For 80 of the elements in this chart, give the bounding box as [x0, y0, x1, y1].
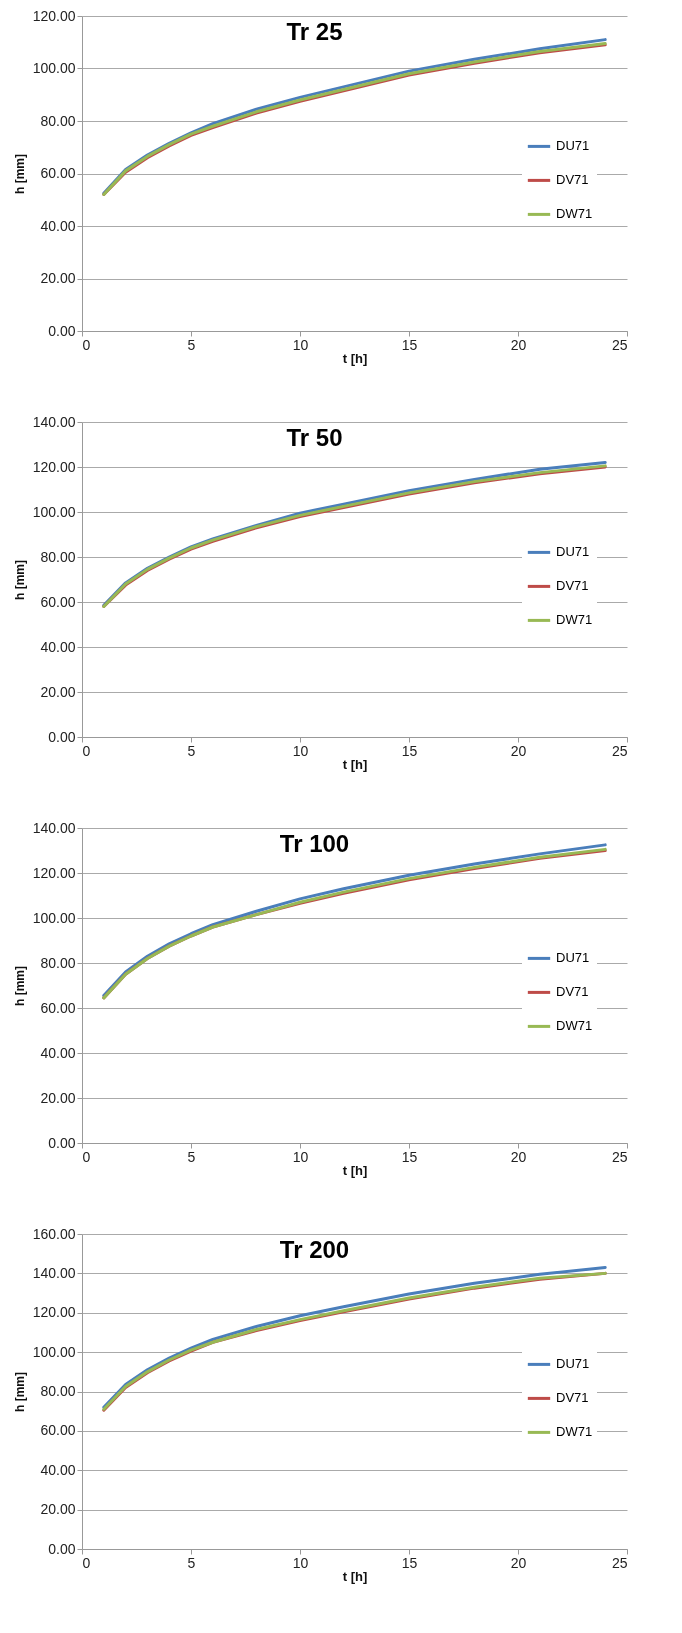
y-tick-label: 40.00 [40, 1461, 76, 1478]
y-tick-label: 120.00 [32, 7, 76, 24]
y-tick-label: 80.00 [40, 548, 76, 565]
x-tick-label: 0 [82, 1554, 91, 1571]
legend-label: DU71 [556, 1356, 590, 1372]
legend-label: DU71 [556, 950, 590, 966]
y-tick-label: 140.00 [32, 819, 76, 836]
y-tick-label: 40.00 [40, 217, 76, 234]
x-tick-label: 5 [187, 1554, 196, 1571]
x-tick-label: 10 [292, 742, 309, 759]
y-tick-label: 20.00 [40, 1089, 76, 1106]
legend-label: DU71 [556, 138, 590, 154]
x-tick-label: 20 [510, 1148, 527, 1165]
x-tick-label: 0 [82, 1148, 91, 1165]
x-tick-label: 0 [82, 742, 91, 759]
y-tick-label: 0.00 [48, 322, 76, 339]
legend-label: DV71 [556, 1390, 589, 1406]
y-tick-label: 80.00 [40, 112, 76, 129]
y-axis-title: h [mm] [12, 560, 27, 600]
x-tick-label: 25 [611, 336, 628, 353]
x-axis-title: t [h] [342, 1568, 368, 1584]
chart-title: Tr 200 [279, 1236, 350, 1263]
chart-title: Tr 25 [286, 18, 343, 45]
x-tick-label: 25 [611, 1148, 628, 1165]
y-tick-label: 120.00 [32, 458, 76, 475]
y-tick-label: 20.00 [40, 683, 76, 700]
y-axis-title: h [mm] [12, 1372, 27, 1412]
y-tick-label: 20.00 [40, 1501, 76, 1518]
y-tick-label: 100.00 [32, 909, 76, 926]
legend-label: DW71 [556, 1424, 593, 1440]
x-tick-label: 15 [401, 1554, 418, 1571]
y-tick-label: 60.00 [40, 1422, 76, 1439]
y-tick-label: 160.00 [32, 1225, 76, 1242]
x-tick-label: 15 [401, 1148, 418, 1165]
legend-label: DV71 [556, 172, 589, 188]
y-axis-title: h [mm] [12, 966, 27, 1006]
x-tick-label: 5 [187, 1148, 196, 1165]
x-tick-label: 20 [510, 336, 527, 353]
legend-label: DW71 [556, 612, 593, 628]
y-tick-label: 140.00 [32, 1264, 76, 1281]
legend-label: DW71 [556, 206, 593, 222]
chart-title: Tr 100 [279, 830, 350, 857]
y-tick-label: 100.00 [32, 503, 76, 520]
x-tick-label: 25 [611, 742, 628, 759]
y-tick-label: 80.00 [40, 1383, 76, 1399]
y-tick-label: 40.00 [40, 638, 76, 655]
x-tick-label: 20 [510, 742, 527, 759]
y-tick-label: 60.00 [40, 593, 76, 610]
y-tick-label: 60.00 [40, 165, 76, 181]
x-tick-label: 0 [82, 336, 91, 353]
x-tick-label: 10 [292, 1148, 309, 1165]
x-tick-label: 15 [401, 336, 418, 353]
x-axis-title: t [h] [342, 756, 368, 772]
y-tick-label: 100.00 [32, 60, 76, 76]
y-tick-label: 80.00 [40, 954, 76, 971]
y-tick-label: 0.00 [48, 728, 76, 745]
y-tick-label: 140.00 [32, 413, 76, 430]
x-axis-title: t [h] [342, 350, 368, 366]
x-tick-label: 5 [187, 742, 196, 759]
chart-title: Tr 50 [286, 424, 343, 451]
y-axis-title: h [mm] [12, 154, 27, 194]
x-tick-label: 15 [401, 742, 418, 759]
x-tick-label: 5 [187, 336, 196, 353]
legend-label: DV71 [556, 984, 589, 1000]
y-tick-label: 60.00 [40, 999, 76, 1016]
y-tick-label: 20.00 [40, 270, 76, 286]
y-tick-label: 120.00 [32, 864, 76, 881]
y-tick-label: 40.00 [40, 1044, 76, 1061]
x-axis-title: t [h] [342, 1162, 368, 1178]
x-tick-label: 10 [292, 1554, 309, 1571]
legend-label: DW71 [556, 1018, 593, 1034]
legend-label: DV71 [556, 578, 589, 594]
legend-label: DU71 [556, 544, 590, 560]
x-tick-label: 10 [292, 336, 309, 353]
x-tick-label: 25 [611, 1554, 628, 1571]
y-tick-label: 0.00 [48, 1540, 76, 1557]
y-tick-label: 0.00 [48, 1134, 76, 1151]
x-tick-label: 20 [510, 1554, 527, 1571]
y-tick-label: 100.00 [32, 1343, 76, 1360]
y-tick-label: 120.00 [32, 1304, 76, 1321]
